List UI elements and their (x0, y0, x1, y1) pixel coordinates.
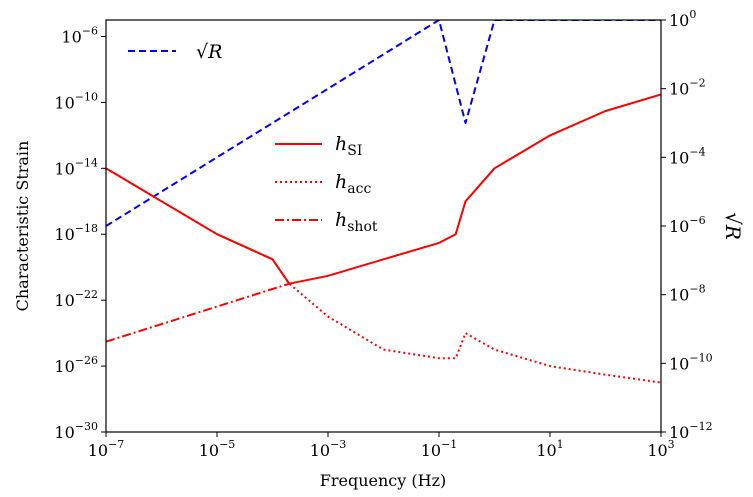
y-tick-label-right: 10−12 (669, 420, 713, 442)
legend-label-sqrtR: √R (196, 41, 222, 63)
y-tick-label-right: 10−10 (669, 351, 713, 373)
legend-label-h-si: hSI (335, 133, 362, 159)
x-tick-label: 10−5 (199, 438, 236, 460)
x-tick-label: 10−1 (421, 438, 458, 460)
legend-left-axis: hSI hacc hshot (275, 133, 378, 235)
x-tick-label: 101 (536, 438, 563, 460)
series-layer (106, 20, 661, 384)
series-line-h-shot (106, 282, 290, 343)
legend-label-h-shot: hshot (335, 209, 378, 235)
y-ticks-left: 10−6 10−10 10−14 10−18 10−22 10−26 10−30 (54, 24, 106, 442)
y-tick-label-left: 10−22 (54, 288, 98, 310)
legend-label-h-acc: hacc (335, 171, 371, 197)
x-axis-label: Frequency (Hz) (320, 471, 447, 490)
x-tick-label: 103 (647, 438, 674, 460)
x-ticks: 10−7 10−5 10−3 10−1 101 103 (88, 432, 675, 460)
plot-frame (105, 19, 662, 433)
y-tick-label-left: 10−14 (54, 156, 98, 178)
x-tick-label: 10−7 (88, 438, 125, 460)
x-tick-label: 10−3 (310, 438, 347, 460)
y-tick-label-right: 10−8 (669, 283, 706, 305)
legend-right-axis: √R (128, 41, 222, 63)
series-line--R (106, 20, 661, 227)
y-tick-label-right: 10−6 (669, 214, 706, 236)
y-tick-label-right: 10−4 (669, 145, 706, 167)
series-line-h-acc (106, 167, 661, 384)
y-tick-label-left: 10−18 (54, 222, 98, 244)
y-ticks-right: 100 10−2 10−4 10−6 10−8 10−10 10−12 (661, 8, 713, 442)
y-tick-label-left: 10−6 (61, 24, 98, 46)
y-tick-label-right: 100 (669, 8, 696, 30)
series-line-h-SI (106, 93, 661, 285)
y-tick-label-left: 10−30 (54, 420, 98, 442)
y-axis-label-left: Characteristic Strain (13, 141, 32, 312)
y-axis-label-right: √R (721, 212, 745, 240)
y-tick-label-left: 10−10 (54, 90, 98, 112)
y-tick-label-right: 10−2 (669, 77, 706, 99)
y-tick-label-left: 10−26 (54, 354, 98, 376)
